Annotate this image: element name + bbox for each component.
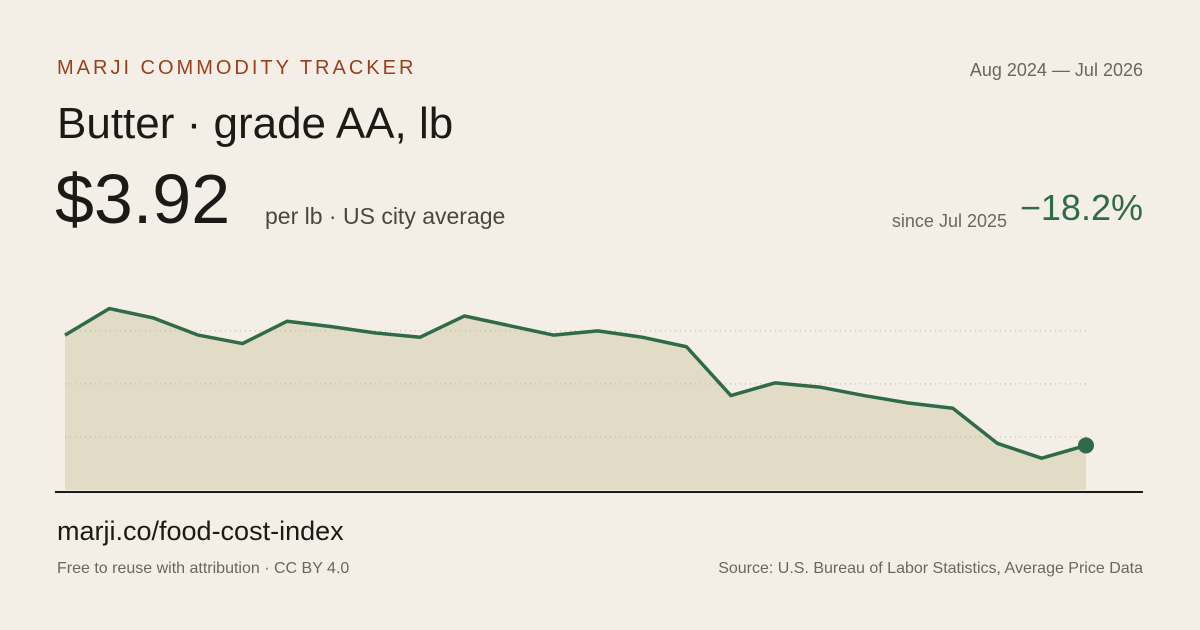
area <box>65 308 1086 490</box>
line <box>64 306 1087 460</box>
license: Free to reuse with attribution · CC BY 4… <box>57 560 349 577</box>
last-point <box>1078 437 1094 454</box>
source: Source: U.S. Bureau of Labor Statistics,… <box>718 560 1143 577</box>
url: marji.co/food-cost-index <box>57 516 344 546</box>
brand: MARJI COMMODITY TRACKER <box>57 57 416 79</box>
plot <box>64 306 1094 490</box>
unit-note: per lb · US city average <box>265 203 505 229</box>
chart-title: Butter · grade AA, lb <box>57 99 453 148</box>
date-range: Aug 2024 — Jul 2026 <box>970 60 1143 80</box>
headline-price: $3.92 <box>55 160 230 238</box>
change-label: since Jul 2025 <box>892 211 1007 231</box>
change: −18.2% <box>1020 187 1143 228</box>
